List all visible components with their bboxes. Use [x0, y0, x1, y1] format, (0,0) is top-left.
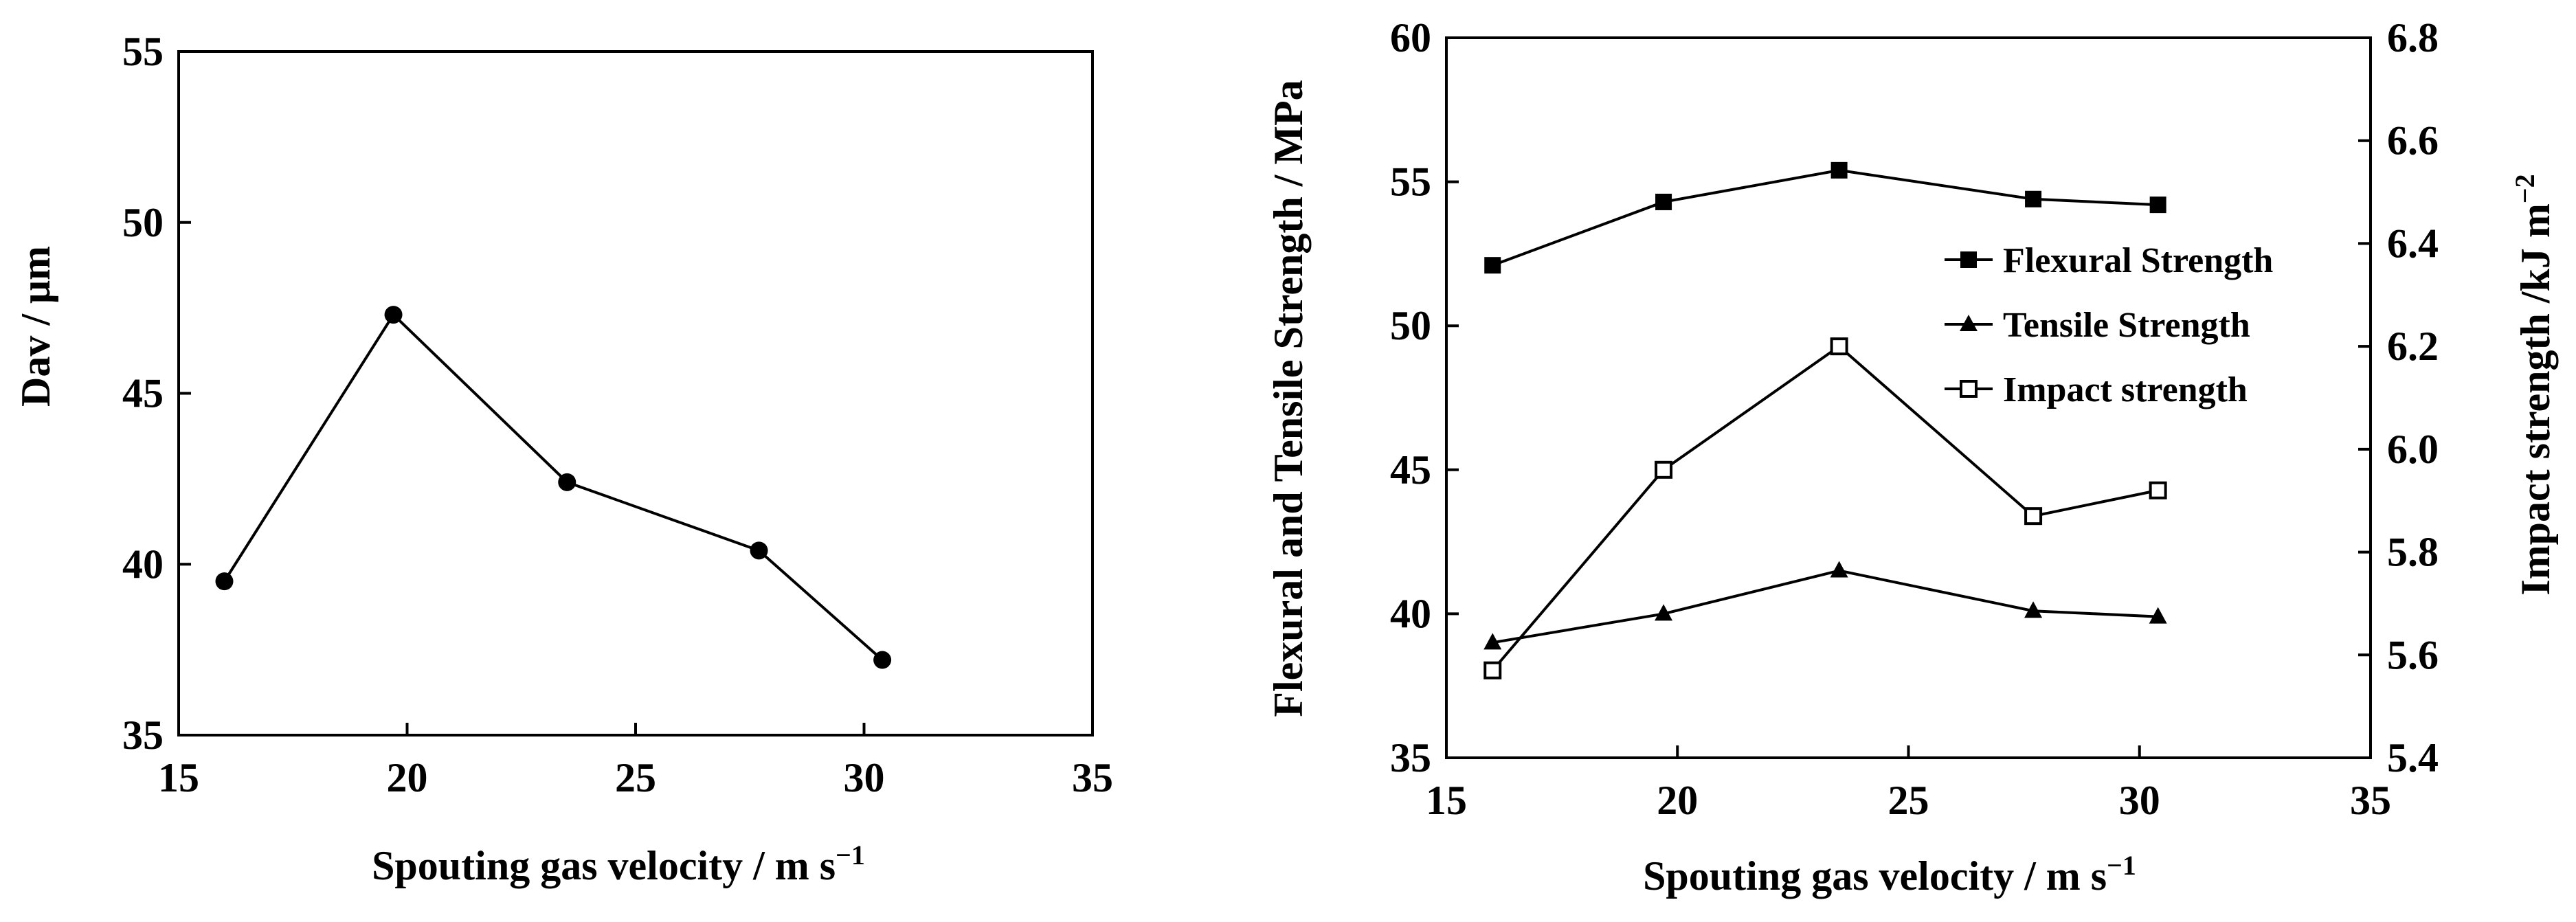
x-tick-label: 15 — [1426, 778, 1467, 823]
x-tick-label: 30 — [844, 755, 885, 800]
y-tick-label: 55 — [122, 29, 164, 74]
plot-area-left — [177, 50, 1094, 737]
y-tick-label: 50 — [122, 200, 164, 245]
x-tick-label: 35 — [1072, 755, 1113, 800]
chart-right-strength: 15 20 25 30 35 35 40 45 50 55 60 5.4 5.6 5.8 6.0 6.2 6… — [1266, 15, 2558, 899]
data-point-impact-strength — [1483, 661, 1502, 679]
legend-label-flexural-strength: Flexural Strength — [2003, 241, 2273, 280]
y-tick-label: 40 — [1390, 591, 1431, 636]
legend-marker-flexural-strength — [1960, 251, 1977, 268]
y-tick-label: 35 — [122, 712, 164, 758]
data-point-impact-strength — [2024, 507, 2043, 526]
y-tick-label: 50 — [1390, 303, 1431, 348]
x-axis-title-right: Spouting gas velocity / m s−1 — [1643, 850, 2136, 899]
y2-tick-label: 5.4 — [2387, 735, 2439, 780]
data-point-dav — [750, 541, 768, 560]
y-tick-label: 35 — [1390, 735, 1431, 780]
x-tick-label: 25 — [615, 755, 656, 800]
y2-tick-label: 6.8 — [2387, 15, 2439, 60]
data-point-impact-strength — [1830, 337, 1848, 356]
y-tick-label: 60 — [1390, 15, 1431, 60]
x-tick-label: 20 — [387, 755, 428, 800]
y2-tick-label: 6.0 — [2387, 427, 2439, 472]
series-right — [1483, 161, 2167, 679]
data-point-dav — [558, 473, 576, 491]
series-line-tensile-strength — [1492, 569, 2158, 644]
data-point-flexural-strength — [1655, 193, 1672, 210]
y2-tick-label: 5.6 — [2387, 632, 2439, 677]
x-tick-label: 30 — [2119, 778, 2160, 823]
data-point-tensile-strength — [2149, 607, 2167, 624]
x-axis-ticks-right: 15 20 25 30 35 — [1426, 745, 2391, 823]
data-point-tensile-strength — [1483, 633, 1502, 650]
y-tick-label: 55 — [1390, 159, 1431, 205]
x-tick-label: 15 — [158, 755, 199, 800]
data-point-tensile-strength — [1830, 561, 1848, 578]
data-point-dav — [215, 572, 234, 591]
y2-axis-title-right: Impact strength /kJ m−2 — [2509, 174, 2558, 595]
data-point-flexural-strength — [1830, 161, 1848, 179]
x-axis-title-left: Spouting gas velocity / m s−1 — [372, 840, 865, 888]
chart-left-dav: 15 20 25 30 35 35 40 45 50 55 Spouting gas veloc… — [13, 29, 1113, 888]
data-point-flexural-strength — [1484, 257, 1501, 274]
y2-tick-label: 5.8 — [2387, 530, 2439, 575]
data-point-dav — [384, 306, 403, 324]
x-axis-ticks-left: 15 20 25 30 35 — [158, 723, 1113, 800]
y2-axis-ticks-right: 5.4 5.6 5.8 6.0 6.2 6.4 6.6 6.8 — [2358, 15, 2439, 780]
series-left — [215, 306, 892, 669]
data-point-tensile-strength — [2024, 601, 2043, 618]
data-point-impact-strength — [1655, 460, 1673, 479]
legend-label-impact-strength: Impact strength — [2003, 370, 2248, 409]
y-axis-title-right: Flexural and Tensile Strength / MPa — [1266, 80, 1311, 717]
y-axis-ticks-left: 35 40 45 50 55 — [122, 29, 191, 758]
y2-tick-label: 6.4 — [2387, 221, 2439, 266]
y2-tick-label: 6.2 — [2387, 324, 2439, 369]
x-tick-label: 35 — [2350, 778, 2391, 823]
legend-label-tensile-strength: Tensile Strength — [2003, 306, 2250, 345]
data-point-flexural-strength — [2149, 196, 2166, 214]
data-point-impact-strength — [2149, 481, 2167, 499]
x-tick-label: 20 — [1657, 778, 1698, 823]
data-point-dav — [873, 651, 892, 669]
series-line-dav — [223, 312, 884, 662]
y-axis-ticks-right: 35 40 45 50 55 60 — [1390, 15, 1459, 780]
legend-marker-impact-strength — [1960, 380, 1978, 398]
y-tick-label: 45 — [122, 371, 164, 416]
data-point-tensile-strength — [1655, 604, 1673, 621]
y2-tick-label: 6.6 — [2387, 118, 2439, 164]
legend-right: Flexural Strength Tensile Strength Impact … — [1945, 241, 2273, 409]
y-axis-title-left: Dav / μm — [13, 246, 58, 407]
legend-marker-tensile-strength — [1960, 315, 1978, 331]
y-tick-label: 45 — [1390, 447, 1431, 493]
y-tick-label: 40 — [122, 541, 164, 587]
data-point-flexural-strength — [2025, 190, 2042, 207]
x-tick-label: 25 — [1888, 778, 1929, 823]
